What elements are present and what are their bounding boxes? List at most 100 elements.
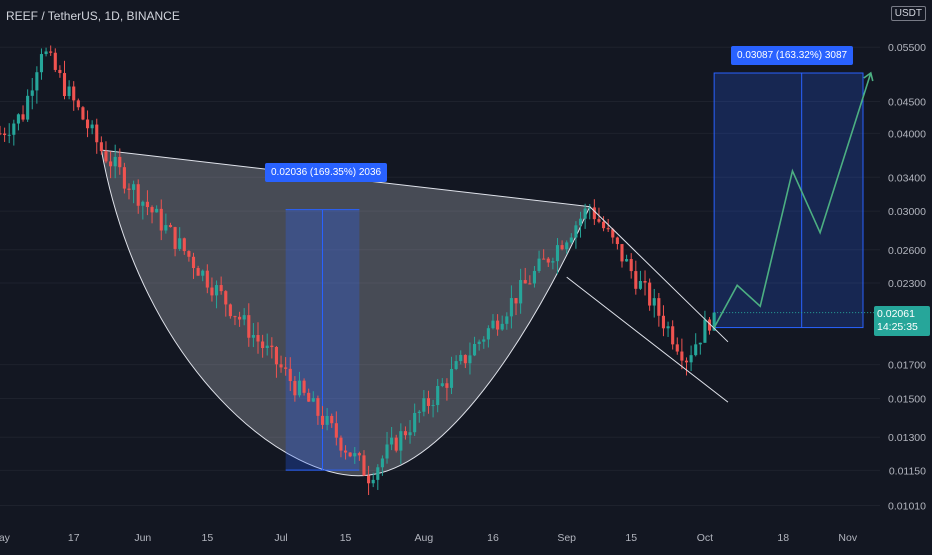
candle-body [417,411,421,413]
candle-body [597,219,601,222]
x-tick-label: Sep [557,532,576,544]
candle-body [118,156,122,168]
candle-body [196,268,200,276]
candle-body [638,281,642,289]
projection-arrowhead [863,71,874,82]
candle-body [482,339,486,342]
candle-body [44,51,48,55]
last-price-value: 0.02061 [877,308,915,320]
candle-body [35,72,39,91]
candle-body [454,361,458,369]
y-tick-label: 0.01300 [888,432,926,444]
candle-body [606,228,610,230]
candle-body [288,368,292,382]
candle-body [449,368,454,388]
candle-body [394,437,398,451]
candle-body [500,323,504,330]
candle-body [90,124,94,129]
candle-body [666,326,670,329]
y-tick-label: 0.01700 [888,360,926,372]
candle-body [459,354,463,362]
candle-body [468,355,472,364]
drawings [100,72,864,477]
candle-body [491,320,495,329]
candle-body [251,335,255,338]
candle-body [182,238,186,252]
candle-body [3,133,7,136]
candle-body [578,218,583,226]
candle-body [362,455,366,476]
candle-body [242,315,246,320]
candle-body [680,351,684,361]
candle-body [214,285,219,296]
axes: 0.05500 0.04500 0.04000 0.03400 0.03000 0.026… [0,42,926,544]
grid [0,46,880,506]
candle-body [72,86,76,101]
candle-body [307,392,311,402]
candle-body [173,227,177,249]
candle-body [261,341,265,349]
x-tick-label: 18 [777,532,789,544]
candle-body [122,167,126,189]
candle-body [325,415,329,425]
candle-body [99,142,103,152]
candle-body [16,114,20,124]
x-tick-label: 15 [625,532,637,544]
target-range [713,72,864,329]
candle-body [689,355,693,363]
candle-body [523,280,527,284]
candle-body [311,398,315,402]
candle-body [555,245,560,262]
candle-body [551,261,555,263]
candle-body [26,95,30,120]
x-tick-label: 15 [201,532,213,544]
candle-body [684,360,689,363]
candle-body [141,201,145,206]
candle-body [528,283,532,285]
candle-body [187,251,191,257]
candle-body [320,415,325,425]
candle-body [297,380,302,396]
y-tick-label: 0.05500 [888,42,926,54]
candle-body [390,437,394,445]
candle-body [514,298,518,304]
x-tick-label: 17 [68,532,80,544]
candle-body [675,344,679,352]
candle-body [67,86,71,97]
candle-body [270,345,274,348]
candle-body [367,475,371,484]
candle-body [519,280,523,304]
last-price-tag: 0.02061 14:25:35 [874,306,930,336]
candle-body [39,54,44,73]
candle-body [62,73,67,97]
candle-body [76,100,80,108]
candle-body [21,114,25,120]
candle-body [657,298,661,316]
candle-body [436,385,440,406]
candle-body [588,207,592,209]
candle-body [95,124,99,143]
currency-badge[interactable]: USDT [890,6,926,21]
candle-body [565,242,569,250]
candle-body [413,412,417,433]
countdown-timer: 14:25:35 [877,321,918,333]
candle-body [505,316,509,324]
x-tick-label: Nov [838,532,857,544]
candle-body [168,225,173,228]
candle-body [537,258,541,271]
y-tick-label: 0.01500 [888,394,926,406]
candle-body [426,398,431,406]
y-tick-label: 0.04000 [888,128,926,140]
candle-body [353,453,357,457]
candle-body [109,161,113,167]
candle-body [58,69,62,74]
candle-body [615,237,619,245]
candle-body [316,398,320,416]
projection-path [713,72,872,328]
candle-body [81,107,85,120]
candle-body [302,380,306,393]
candle-body [224,291,228,305]
candle-body [12,123,16,135]
